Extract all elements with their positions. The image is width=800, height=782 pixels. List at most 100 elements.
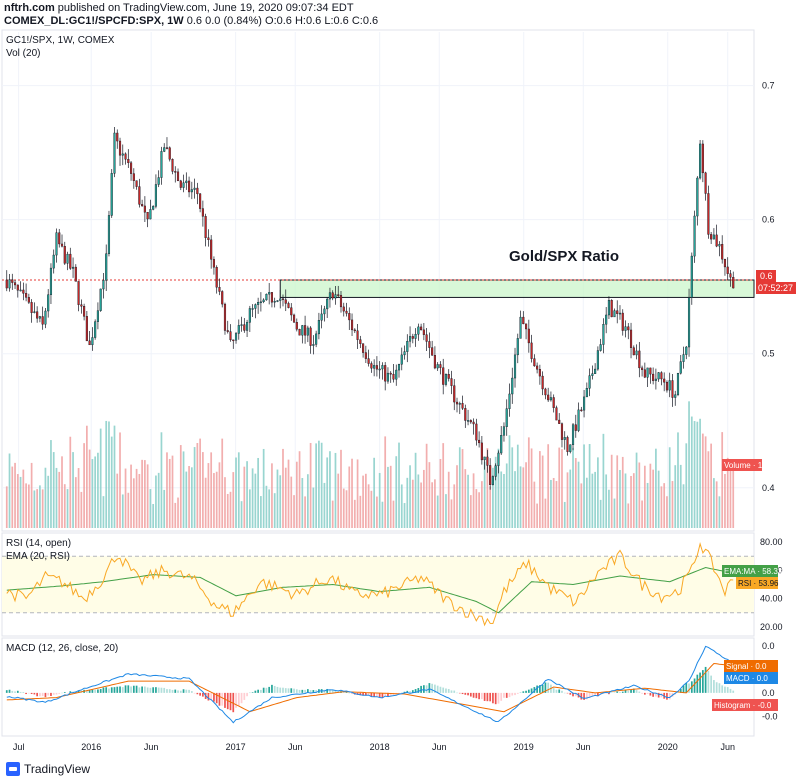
histogram-bar	[544, 682, 547, 693]
histogram-bar	[729, 688, 732, 693]
histogram-bar	[30, 692, 33, 695]
main-legend-volume[interactable]: Vol (20)	[6, 48, 40, 59]
histogram-bar	[439, 686, 442, 693]
volume-bar	[630, 475, 632, 528]
candle-body	[80, 304, 83, 307]
histogram-bar	[202, 692, 204, 697]
candle-body	[350, 319, 354, 331]
volume-bar	[417, 474, 420, 528]
histogram-bar	[237, 692, 240, 706]
volume-bar	[14, 462, 16, 528]
candle-body	[591, 373, 594, 376]
candle-body	[638, 350, 641, 369]
volume-bar	[351, 458, 353, 528]
candle-body	[693, 215, 696, 257]
volume-bar	[464, 469, 467, 528]
macd-legend[interactable]: MACD (12, 26, close, 20)	[6, 643, 118, 654]
candle-body	[88, 340, 91, 346]
candle-body	[467, 420, 470, 422]
chart-annotation: Gold/SPX Ratio	[509, 248, 619, 265]
histogram-bar	[566, 692, 569, 694]
volume-bar	[110, 436, 113, 528]
candle-body	[47, 294, 50, 312]
volume-bar	[456, 465, 458, 528]
histogram-bar	[721, 685, 724, 693]
volume-bar	[218, 462, 221, 528]
tradingview-footer[interactable]: TradingView	[6, 762, 90, 776]
candle-body	[712, 234, 715, 240]
histogram-bar	[411, 690, 414, 693]
main-legend-symbol[interactable]: GC1!/SPX, 1W, COMEX	[6, 35, 115, 46]
candle-body	[320, 313, 323, 321]
volume-bar	[588, 443, 591, 528]
candle-body	[599, 344, 602, 351]
candle-body	[668, 380, 671, 391]
volume-bar	[544, 498, 547, 528]
histogram-bar	[86, 690, 88, 693]
volume-bar	[395, 456, 398, 528]
volume-bar	[334, 452, 337, 528]
price-pane[interactable]: Gold/SPX Ratio GC1!/SPX, 1W, COMEX Vol (…	[1, 29, 796, 532]
volume-bar	[97, 452, 99, 528]
volume-bar	[304, 496, 306, 528]
volume-bar	[472, 473, 475, 528]
candle-body	[281, 298, 285, 300]
volume-bar	[196, 443, 199, 528]
support-zone-box	[279, 279, 755, 298]
volume-bar	[547, 444, 550, 528]
candle-body	[240, 324, 243, 326]
candle-body	[359, 339, 362, 344]
volume-bar	[718, 496, 721, 528]
candle-body	[378, 368, 381, 371]
candle-body	[613, 310, 616, 318]
histogram-bar	[643, 692, 646, 695]
candle-body	[130, 162, 133, 174]
volume-bar	[265, 485, 268, 528]
histogram-bar	[688, 683, 690, 693]
volume-bar	[492, 467, 494, 528]
histogram-bar	[666, 692, 668, 700]
volume-bar	[105, 420, 108, 528]
volume-bar	[643, 465, 646, 528]
volume-bar	[215, 471, 218, 528]
volume-bar	[497, 448, 500, 528]
histogram-bar	[414, 689, 417, 693]
candle-body	[13, 282, 17, 286]
candle-body	[643, 369, 646, 378]
candle-body	[726, 266, 729, 274]
histogram-bar	[251, 692, 254, 693]
volume-bar	[696, 421, 699, 528]
time-tick-label: Jul	[13, 742, 25, 752]
macd-pane[interactable]: MACD (12, 26, close, 20) 0.00.00.0-0.0 S…	[1, 637, 778, 737]
histogram-bar	[605, 692, 608, 694]
rsi-legend[interactable]: RSI (14, open)	[6, 538, 71, 549]
time-axis[interactable]: Jul 2016 Jun 2017 Jun 2018 Jun 2019 Jun 2020 Jun	[13, 742, 735, 752]
candle-body	[646, 367, 649, 378]
candle-body	[627, 326, 630, 331]
candle-body	[618, 312, 622, 315]
rsi-ema-legend[interactable]: EMA (20, RSI)	[6, 551, 70, 562]
candle-body	[118, 140, 122, 156]
countdown-badge	[756, 282, 796, 294]
candle-body	[373, 365, 376, 369]
volume-bar	[425, 443, 428, 528]
rsi-pane[interactable]: RSI (14, open) EMA (20, RSI) 80.0060.004…	[1, 532, 783, 637]
candle-body	[513, 354, 517, 379]
candle-body	[431, 347, 434, 356]
histogram-bar	[215, 692, 218, 704]
histogram-bar	[271, 684, 273, 693]
histogram-bar	[188, 689, 190, 693]
histogram-bar	[381, 692, 384, 698]
volume-bar	[356, 459, 359, 528]
volume-bar	[94, 456, 97, 528]
volume-bar	[282, 448, 284, 528]
volume-bar	[127, 492, 130, 528]
candle-body	[486, 456, 489, 466]
publisher-name[interactable]: nftrh.com	[4, 2, 55, 14]
candle-body	[174, 171, 177, 173]
histogram-bar	[116, 686, 119, 693]
macd-tick-label: 0.0	[762, 641, 775, 651]
volume-bar	[597, 457, 599, 528]
histogram-bar	[450, 690, 453, 693]
